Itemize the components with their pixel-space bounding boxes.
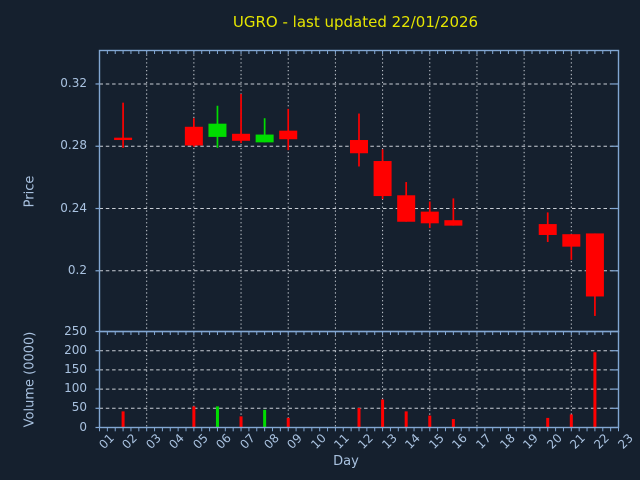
chart-title: UGRO - last updated 22/01/2026 (232, 13, 479, 31)
volume-tick-label-100: 100 (64, 381, 87, 396)
candle-day-21-body (562, 234, 581, 247)
volume-bar-day-22 (593, 352, 597, 428)
volume-bar-day-20 (546, 417, 550, 428)
candle-day-07-body (232, 133, 251, 141)
volume-bar-day-16 (451, 419, 455, 428)
candle-day-08-body (255, 134, 274, 143)
volume-tick-label-150: 150 (64, 361, 87, 376)
price-tick-label-0.24: 0.24 (60, 200, 87, 215)
volume-bar-day-02 (121, 411, 125, 428)
volume-tick-label-200: 200 (64, 342, 87, 357)
candle-day-02-body (114, 137, 133, 141)
price-tick-label-0.2: 0.2 (67, 262, 87, 277)
candle-day-09-body (279, 130, 298, 140)
axes-background (99, 50, 619, 428)
price-tick-label-0.28: 0.28 (60, 138, 87, 153)
volume-bar-day-05 (192, 406, 196, 428)
volume-bar-day-21 (569, 414, 573, 428)
candle-day-06-body (208, 123, 227, 137)
volume-bar-day-07 (239, 416, 243, 428)
volume-bar-day-12 (357, 407, 361, 428)
candle-day-20-body (538, 224, 557, 235)
volume-tick-label-0: 0 (79, 419, 87, 434)
price-tick-label-0.32: 0.32 (60, 75, 87, 90)
volume-bar-day-13 (381, 399, 385, 428)
candle-day-15-body (420, 211, 439, 224)
volume-bar-day-14 (404, 411, 408, 428)
candle-day-05-body (184, 126, 203, 146)
volume-bar-day-09 (286, 417, 290, 428)
candle-day-14-body (397, 195, 416, 222)
candle-day-12-body (350, 140, 368, 154)
x-axis-label: Day (333, 454, 359, 469)
volume-bar-day-15 (428, 415, 432, 428)
volume-tick-label-250: 250 (64, 323, 87, 338)
volume-bar-day-06 (215, 406, 219, 428)
candle-day-13-body (373, 161, 392, 197)
candle-day-22-body (585, 233, 604, 297)
candle-day-16-body (444, 220, 463, 226)
volume-bar-day-08 (263, 409, 267, 428)
volume-tick-label-50: 50 (71, 400, 87, 415)
